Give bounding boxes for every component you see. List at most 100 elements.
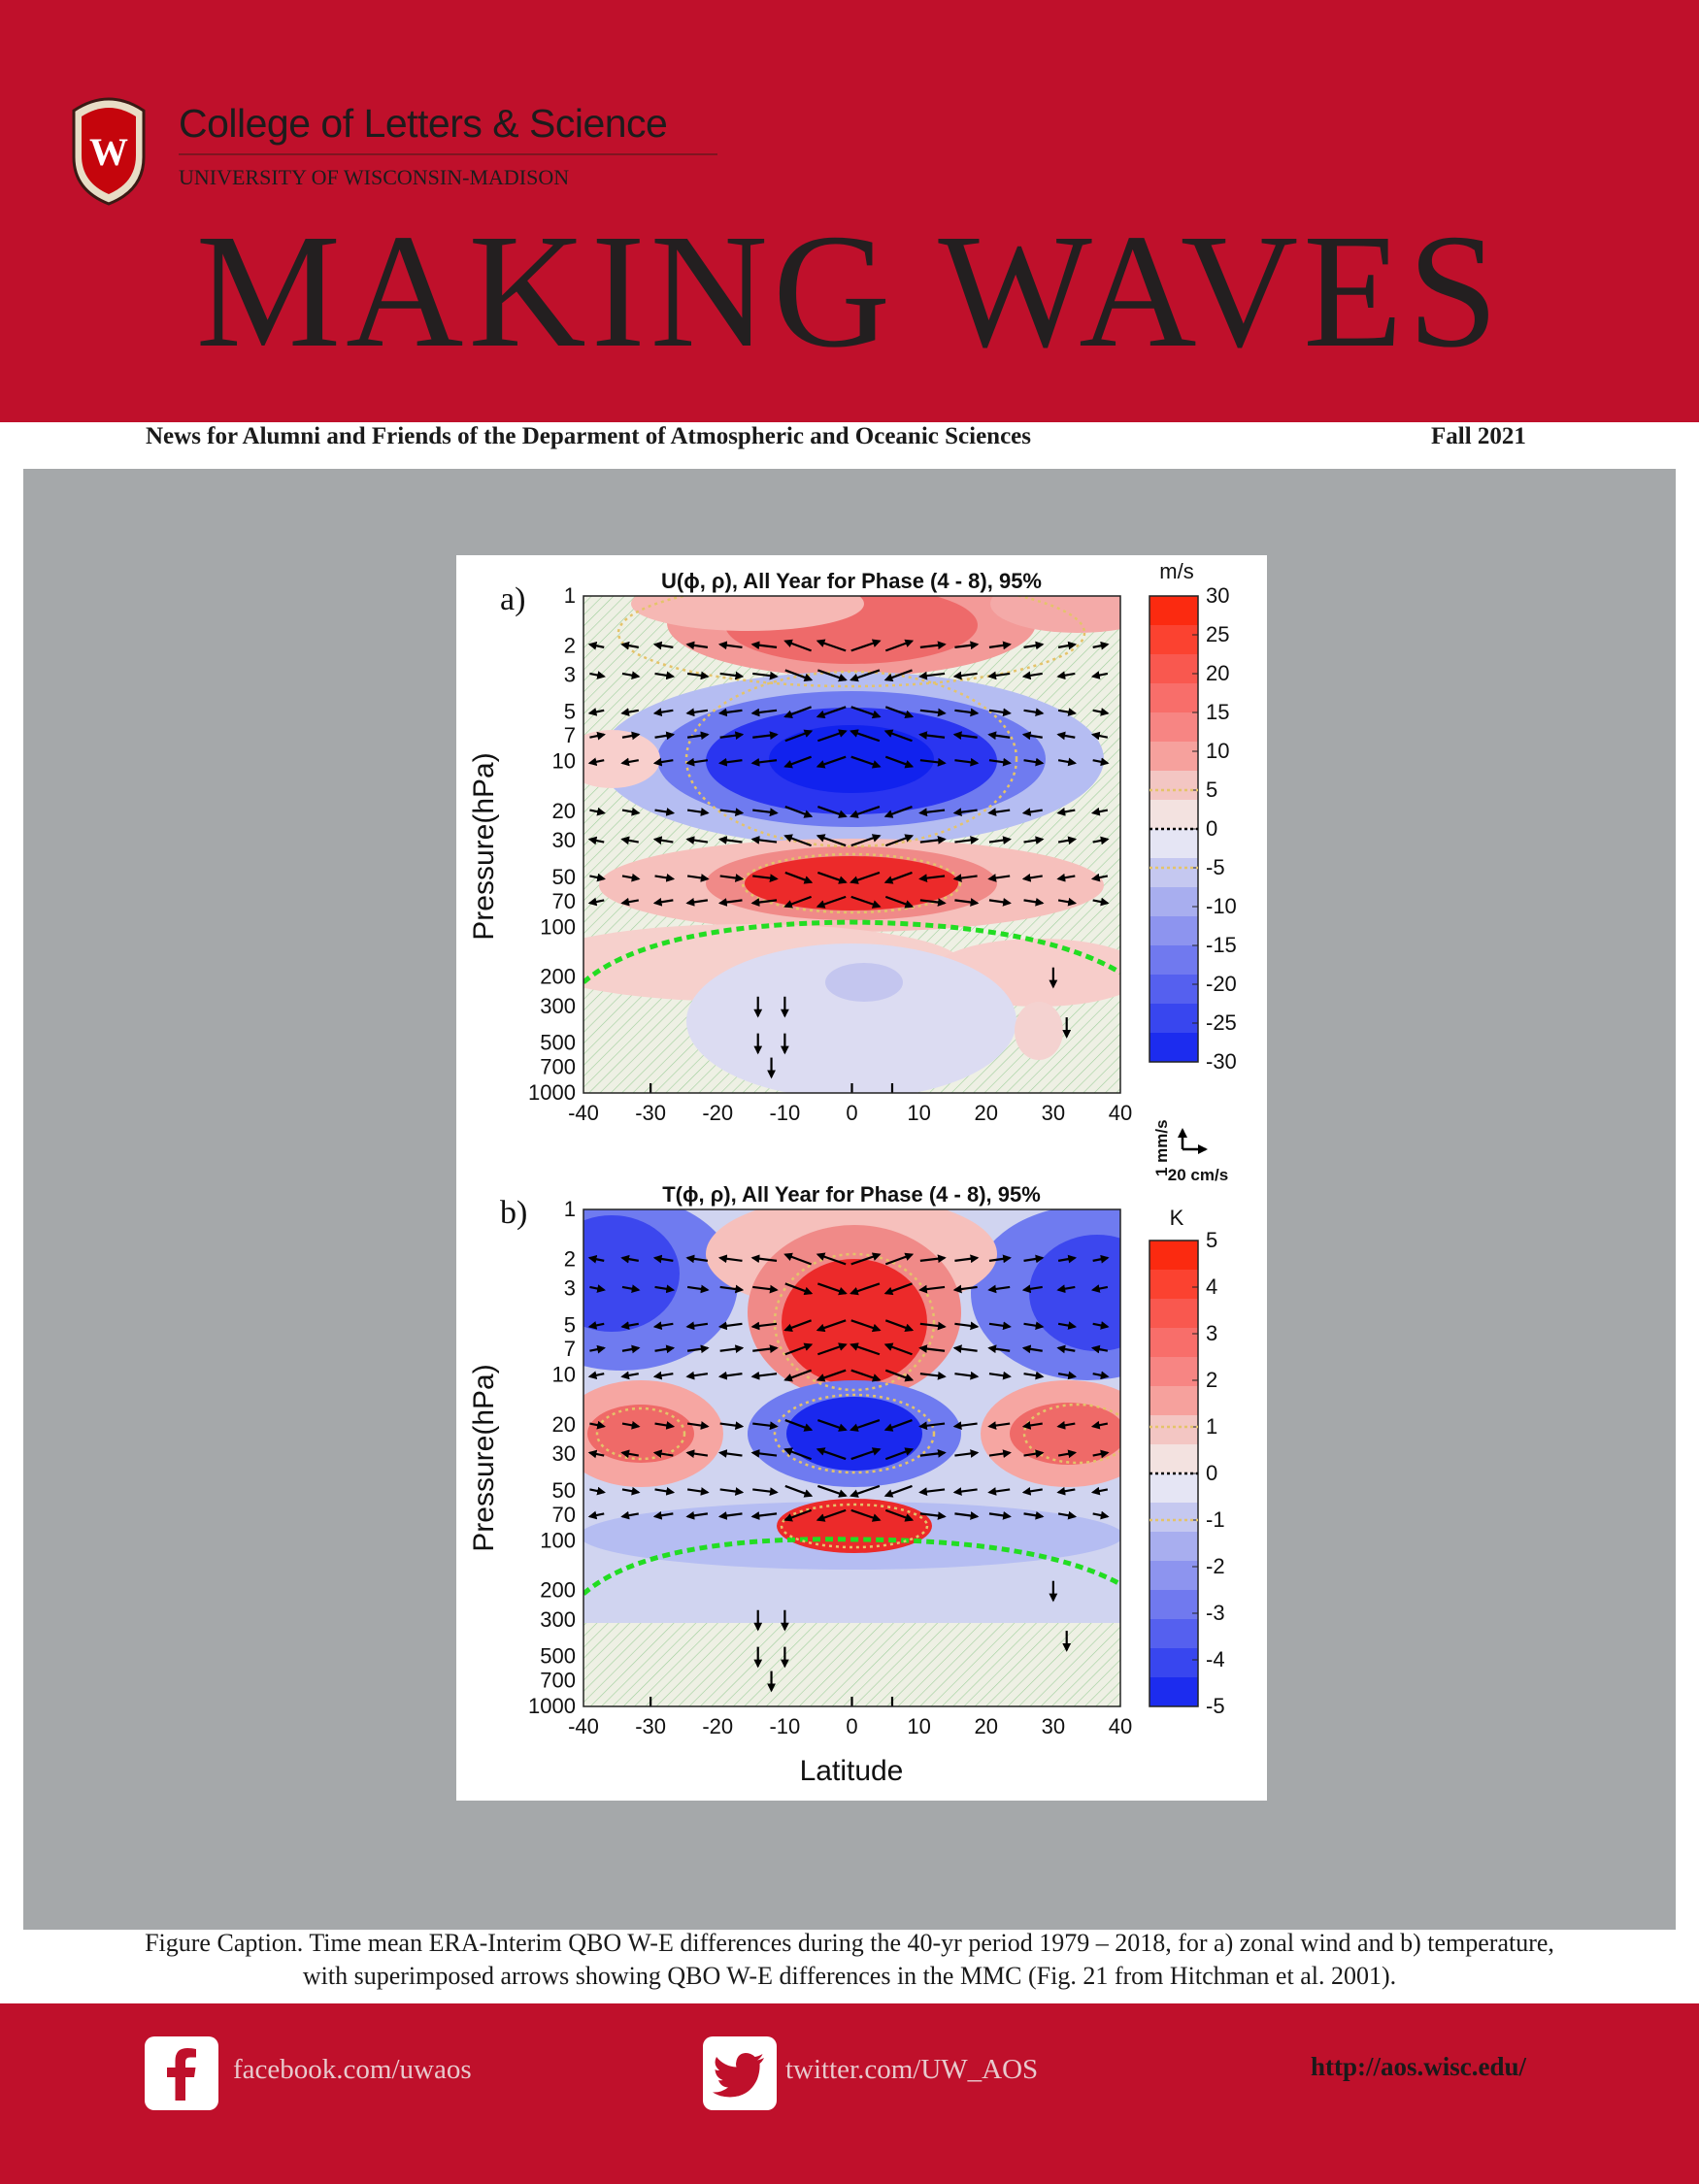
facebook-link[interactable]: facebook.com/uwaos (233, 2054, 472, 2085)
y-tick-label: 300 (540, 994, 576, 1018)
flow-arrow (717, 1254, 743, 1264)
flow-arrow (918, 1487, 946, 1496)
flow-arrow (918, 808, 946, 817)
y-tick-label: 700 (540, 1055, 576, 1079)
y-tick-label: 100 (540, 914, 576, 939)
flow-arrow (850, 1419, 881, 1432)
flow-arrow (620, 836, 639, 845)
flow-arrow (750, 1449, 778, 1458)
flow-arrow (884, 706, 915, 718)
panel-b-arrows (587, 1252, 1110, 1706)
flow-arrow (988, 1321, 1012, 1331)
twitter-link[interactable]: twitter.com/UW_AOS (785, 2054, 1039, 2085)
flow-arrow (589, 1420, 606, 1430)
flow-arrow (918, 671, 946, 680)
panel-b-xlabel: Latitude (800, 1755, 904, 1787)
flow-arrow (752, 671, 779, 680)
flow-arrow (952, 1344, 978, 1353)
y-tick-label: 3 (564, 1275, 576, 1300)
flow-arrow (685, 1449, 709, 1458)
flow-arrow (918, 1421, 946, 1431)
flow-arrow (784, 871, 814, 884)
x-tick-label: 0 (846, 1101, 857, 1125)
facebook-icon[interactable] (145, 2036, 218, 2110)
x-tick-label: 40 (1109, 1714, 1132, 1738)
flow-arrow (685, 1511, 709, 1520)
panel-a-ylabel: Pressure(hPa) (468, 752, 500, 940)
flow-arrow (686, 874, 710, 882)
flow-arrow (988, 836, 1012, 844)
colorbar-segment (1149, 800, 1198, 830)
flow-arrow (719, 808, 745, 816)
flow-arrow (621, 731, 641, 741)
panel-b-title: T(ϕ, ρ), All Year for Phase (4 - 8), 95% (662, 1182, 1041, 1207)
twitter-icon[interactable] (703, 2036, 777, 2110)
flow-arrow (816, 755, 847, 769)
flow-arrow (884, 895, 915, 909)
panel-a-field (583, 596, 1120, 1093)
y-tick-label: 300 (540, 1607, 576, 1632)
flow-arrow (621, 1486, 641, 1496)
flow-arrow (816, 639, 847, 652)
colorbar-tick-label: 20 (1206, 661, 1229, 685)
flow-arrow (952, 1284, 978, 1294)
y-tick-label: 30 (552, 828, 576, 852)
university-name: UNIVERSITY OF WISCONSIN-MADISON (179, 165, 570, 189)
flow-arrow (884, 1369, 915, 1382)
flow-arrow (589, 1344, 606, 1354)
flow-arrow (817, 806, 848, 818)
colorbar-tick-label: -25 (1206, 1010, 1237, 1035)
flow-arrow (884, 1319, 915, 1332)
colorbar-segment (1149, 1677, 1198, 1707)
flow-arrow (988, 641, 1012, 650)
colorbar-segment (1149, 1386, 1198, 1416)
x-tick-label: -30 (635, 1714, 666, 1738)
flow-arrow (1023, 641, 1045, 650)
flow-arrow (783, 755, 812, 769)
flow-arrow (1023, 1254, 1045, 1264)
colorbar-tick-label: 5 (1206, 1228, 1217, 1252)
y-tick-label: 5 (564, 1312, 576, 1337)
flow-arrow (987, 731, 1011, 741)
flow-arrow (783, 1369, 812, 1382)
flow-arrow (817, 871, 848, 884)
y-tick-label: 2 (564, 1246, 576, 1271)
flow-arrow (816, 1508, 847, 1522)
flow-arrow (954, 1371, 980, 1380)
flow-arrow (817, 1419, 848, 1432)
colorbar-segment (1149, 916, 1198, 946)
flow-arrow (817, 1484, 848, 1498)
colorbar-segment (1149, 596, 1198, 626)
flow-arrow (919, 1449, 947, 1458)
website-link[interactable]: http://aos.wisc.edu/ (1311, 2052, 1527, 2081)
x-tick-label: 20 (975, 1714, 998, 1738)
flow-arrow (587, 708, 605, 716)
flow-arrow (750, 1254, 778, 1264)
flow-arrow (850, 706, 882, 719)
flow-arrow (919, 898, 947, 907)
flow-arrow (954, 641, 980, 650)
colorbar-tick-label: 0 (1206, 1461, 1217, 1485)
flow-arrow (1023, 1321, 1045, 1331)
crest-letter: W (89, 130, 128, 174)
caption-line-1: Figure Caption. Time mean ERA-Interim QB… (145, 1929, 1554, 1957)
flow-arrow (850, 895, 882, 909)
flow-arrow (954, 836, 980, 844)
flow-arrow (850, 1484, 881, 1498)
panel-b-ylabel: Pressure(hPa) (468, 1364, 500, 1551)
flow-arrow (652, 641, 674, 650)
colorbar-segment (1149, 1241, 1198, 1271)
college-name: College of Letters & Science (179, 101, 668, 146)
flow-arrow (654, 1344, 676, 1354)
colorbar-tick-label: 5 (1206, 778, 1217, 802)
flow-arrow (884, 1508, 915, 1522)
qbo-figure: a) U(ϕ, ρ), All Year for Phase (4 - 8), … (456, 555, 1267, 1801)
flow-arrow (1090, 1420, 1109, 1430)
flow-arrow (919, 1371, 947, 1380)
flow-arrow (1092, 1449, 1110, 1459)
flow-arrow (952, 1487, 978, 1496)
flow-arrow (717, 708, 743, 717)
colorbar-segment (1149, 625, 1198, 655)
panel-b-colorbar-unit: K (1170, 1206, 1184, 1230)
y-tick-label: 3 (564, 662, 576, 686)
